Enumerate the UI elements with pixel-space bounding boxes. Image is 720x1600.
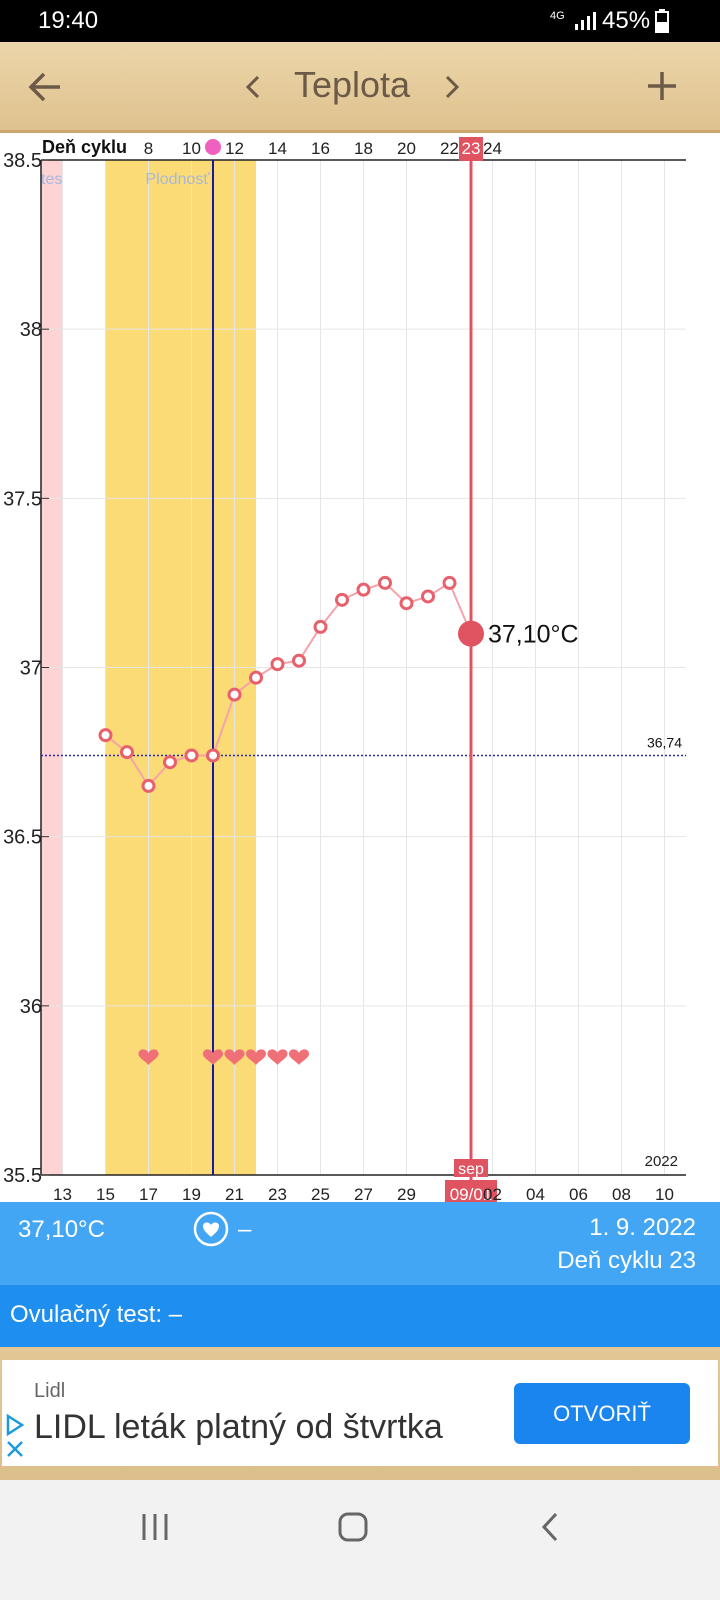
band-label: tes — [41, 171, 62, 188]
network: 4G — [550, 10, 565, 22]
temperature-point — [249, 670, 263, 685]
ad-button[interactable]: OTVORIŤ — [514, 1383, 690, 1444]
cycle-day: Deň cyklu 23 — [557, 1247, 696, 1274]
back-button[interactable] — [28, 70, 62, 104]
cycle-day-label: 18 — [354, 139, 373, 158]
y-tick-label: 38 — [20, 319, 42, 341]
x-tick-label: 10 — [655, 1185, 674, 1202]
temperature-point — [141, 778, 156, 793]
prev-button[interactable] — [244, 74, 262, 100]
temperature-point — [313, 619, 328, 634]
x-tick-label: 09/01 — [450, 1185, 493, 1202]
next-button[interactable] — [443, 74, 461, 100]
status-bar: 19:40 4G 45% — [0, 0, 720, 42]
selected-point — [458, 620, 484, 647]
cycle-day-label: 8 — [144, 139, 153, 158]
cycle-day-label: 20 — [397, 139, 416, 158]
heart — [203, 1049, 223, 1065]
temperature-point — [399, 596, 414, 611]
value-label: 37,10°C — [488, 621, 579, 649]
temperature-point — [292, 653, 306, 668]
selected-day-box — [459, 137, 483, 161]
temperature-point — [421, 589, 435, 604]
heart — [267, 1049, 288, 1065]
x-tick-label: 08 — [612, 1185, 631, 1202]
ovulation-test[interactable]: Ovulačný test: – — [0, 1285, 720, 1347]
ovulation-test-label: Ovulačný test: – — [10, 1301, 183, 1328]
add-button[interactable] — [646, 70, 678, 102]
temperature-point — [356, 582, 371, 597]
cycle-day-label: 12 — [225, 139, 244, 158]
heart — [138, 1049, 159, 1065]
cycle-day-label: 16 — [311, 139, 330, 158]
page-title: Teplota — [293, 64, 411, 105]
cycle-day-label: 10 — [182, 139, 201, 158]
nav-buttons[interactable] — [140, 1510, 580, 1544]
cycle-day-label: 24 — [483, 139, 502, 158]
selected-month: sep — [458, 1161, 484, 1178]
clock: 19:40 — [38, 7, 99, 34]
battery-icon — [655, 9, 669, 33]
day-info: 37,10°C – 1. 9. 2022 Deň cyklu 23 — [0, 1202, 720, 1285]
temperature-point — [120, 745, 134, 760]
temperature-point — [206, 748, 220, 763]
sex-value: – — [238, 1216, 252, 1243]
sex-icon — [193, 1211, 229, 1247]
temperature-point — [335, 592, 349, 607]
x-tick-label: 17 — [139, 1185, 158, 1202]
heart — [289, 1049, 309, 1065]
y-tick-label: 37.5 — [3, 488, 42, 510]
x-title: Deň cyklu — [42, 137, 127, 157]
nav-bar — [0, 1480, 720, 1600]
temperature-point — [442, 575, 457, 590]
x-tick-label: 13 — [53, 1185, 72, 1202]
cycle-day-label: 23 — [462, 139, 481, 158]
coverline-label: 36,74 — [647, 734, 682, 750]
y-tick-label: 37 — [20, 658, 42, 680]
temperature-point — [163, 755, 177, 770]
temperature-point — [378, 575, 392, 590]
signal-icon — [575, 12, 596, 30]
y-tick-label: 38.5 — [3, 150, 42, 172]
y-tick-label: 36.5 — [3, 827, 42, 849]
selected-date-box — [445, 1180, 497, 1202]
selected-month-box — [454, 1159, 488, 1177]
x-tick-label: 04 — [526, 1185, 545, 1202]
app-bar: Teplota — [0, 42, 720, 133]
temperature-point — [270, 657, 285, 672]
x-tick-label: 27 — [354, 1185, 373, 1202]
ovulation-dot — [205, 139, 221, 155]
year-label: 2022 — [645, 1153, 678, 1170]
heart — [246, 1049, 266, 1065]
x-tick-label: 21 — [225, 1185, 244, 1202]
ad-advertiser: Lidl — [34, 1380, 66, 1402]
x-tick-label: 19 — [182, 1185, 201, 1202]
temperature-point — [184, 748, 199, 763]
x-tick-label: 23 — [268, 1185, 287, 1202]
date: 1. 9. 2022 — [589, 1214, 696, 1241]
band-label: Plodnosť — [146, 171, 211, 188]
heart — [224, 1049, 245, 1065]
chart: tes Plodnosť 38.5 38 37.5 37 36.5 36 35.5 Deň cyk… — [3, 137, 686, 1202]
battery: 45% — [602, 7, 651, 34]
x-tick-label: 25 — [311, 1185, 330, 1202]
ad-banner[interactable]: Lidl LIDL leták platný od štvrtka OTVORI… — [2, 1360, 718, 1466]
temperature-point — [98, 728, 113, 743]
y-tick-label: 35.5 — [3, 1165, 42, 1187]
temperature-point — [227, 687, 242, 702]
ad-headline: LIDL leták platný od štvrtka — [34, 1408, 443, 1446]
ad-icons — [6, 1413, 25, 1457]
x-tick-label: 02 — [483, 1185, 502, 1202]
y-tick-label: 36 — [20, 996, 42, 1018]
x-tick-label: 15 — [96, 1185, 115, 1202]
temperature: 37,10°C — [18, 1216, 105, 1243]
x-tick-label: 29 — [397, 1185, 416, 1202]
cycle-day-label: 14 — [268, 139, 287, 158]
cycle-day-label: 22 — [440, 139, 459, 158]
x-tick-label: 06 — [569, 1185, 588, 1202]
